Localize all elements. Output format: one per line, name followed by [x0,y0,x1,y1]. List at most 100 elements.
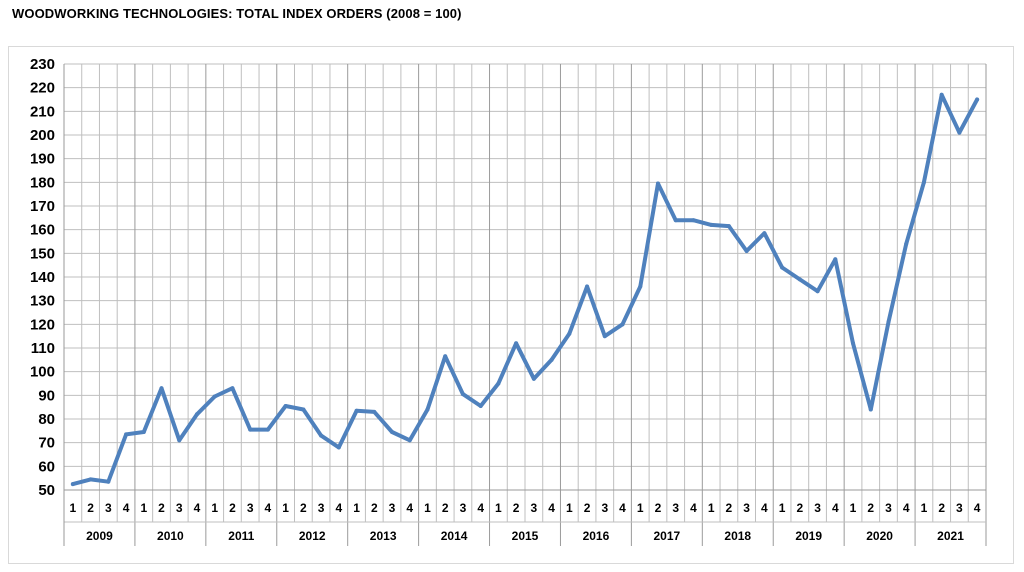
y-tick-label: 220 [30,80,55,97]
data-point [921,180,926,185]
x-quarter-label: 2 [229,501,236,515]
data-point [886,319,891,324]
x-quarter-label: 4 [619,501,626,515]
data-point [851,341,856,346]
data-point [124,432,129,437]
x-quarter-label: 4 [123,501,130,515]
data-point [443,354,448,359]
x-quarter-label: 2 [726,501,733,515]
data-point [159,386,164,391]
x-quarter-label: 3 [743,501,750,515]
x-year-label: 2014 [441,529,468,543]
data-point [797,277,802,282]
data-point [620,322,625,327]
x-quarter-label: 3 [601,501,608,515]
x-quarter-label: 3 [176,501,183,515]
data-point [194,412,199,417]
x-quarter-label: 2 [655,501,662,515]
x-quarter-label: 3 [531,501,538,515]
data-point [833,257,838,262]
x-year-label: 2012 [299,529,326,543]
x-quarter-label: 1 [282,501,289,515]
x-quarter-label: 4 [477,501,484,515]
x-quarter-label: 2 [87,501,94,515]
data-point [762,231,767,236]
data-point [478,403,483,408]
data-point [354,408,359,413]
data-point [496,381,501,386]
data-point [673,218,678,223]
x-quarter-label: 3 [885,501,892,515]
y-tick-label: 60 [38,458,55,475]
x-quarter-label: 3 [460,501,467,515]
x-year-label: 2013 [370,529,397,543]
data-point [372,409,377,414]
y-tick-label: 120 [30,316,55,333]
data-point [106,479,111,484]
series-line [70,92,980,487]
data-point [602,334,607,339]
x-quarter-label: 1 [140,501,147,515]
data-point [709,222,714,227]
chart-frame [8,46,1014,564]
x-quarter-label: 1 [779,501,786,515]
data-point [177,438,182,443]
x-quarter-label: 4 [761,501,768,515]
x-year-label: 2009 [86,529,113,543]
x-quarter-label: 3 [814,501,821,515]
x-quarter-label: 2 [513,501,520,515]
y-tick-label: 210 [30,103,55,120]
x-quarter-label: 1 [353,501,360,515]
x-year-label: 2017 [653,529,680,543]
series [70,92,980,487]
y-tick-label: 180 [30,174,55,191]
y-tick-label: 130 [30,293,55,310]
x-quarter-label: 1 [637,501,644,515]
x-year-label: 2021 [937,529,964,543]
x-year-label: 2011 [228,529,254,543]
data-point [975,97,980,102]
x-quarter-label: 2 [300,501,307,515]
data-point [549,357,554,362]
x-quarter-label: 2 [938,501,945,515]
x-quarter-label: 4 [903,501,910,515]
x-quarter-label: 2 [584,501,591,515]
x-quarter-label: 1 [708,501,715,515]
data-point [460,392,465,397]
x-quarter-label: 3 [105,501,112,515]
x-quarter-label: 1 [495,501,502,515]
x-quarter-label: 4 [194,501,201,515]
y-tick-label: 70 [38,435,55,452]
y-tick-label: 190 [30,151,55,168]
x-quarter-label: 1 [424,501,431,515]
data-point [141,430,146,435]
x-quarter-label: 3 [672,501,679,515]
x-year-label: 2010 [157,529,184,543]
x-year-label: 2015 [512,529,539,543]
y-tick-label: 230 [30,56,55,73]
x-year-label: 2019 [795,529,822,543]
x-quarter-label: 4 [832,501,839,515]
grid-lines [63,63,987,546]
data-point [212,394,217,399]
data-point [283,403,288,408]
data-point [336,445,341,450]
data-point [514,341,519,346]
data-point [407,438,412,443]
data-point [868,407,873,412]
data-point [531,376,536,381]
data-point [904,241,909,246]
y-tick-label: 200 [30,127,55,144]
x-quarter-label: 2 [158,501,165,515]
data-point [88,477,93,482]
data-point [301,407,306,412]
x-quarter-label: 3 [389,501,396,515]
data-point [390,430,395,435]
data-point [585,284,590,289]
y-tick-label: 140 [30,269,55,286]
x-year-label: 2016 [583,529,610,543]
chart-title: WOODWORKING TECHNOLOGIES: TOTAL INDEX OR… [12,6,462,21]
y-tick-label: 80 [38,411,55,428]
data-point [638,284,643,289]
